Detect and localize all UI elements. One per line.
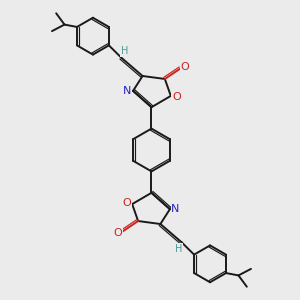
Text: N: N <box>123 86 132 96</box>
Text: H: H <box>175 244 182 254</box>
Text: O: O <box>122 198 131 208</box>
Text: H: H <box>121 46 128 56</box>
Text: O: O <box>181 62 189 72</box>
Text: O: O <box>113 228 122 238</box>
Text: O: O <box>172 92 181 102</box>
Text: N: N <box>171 204 180 214</box>
